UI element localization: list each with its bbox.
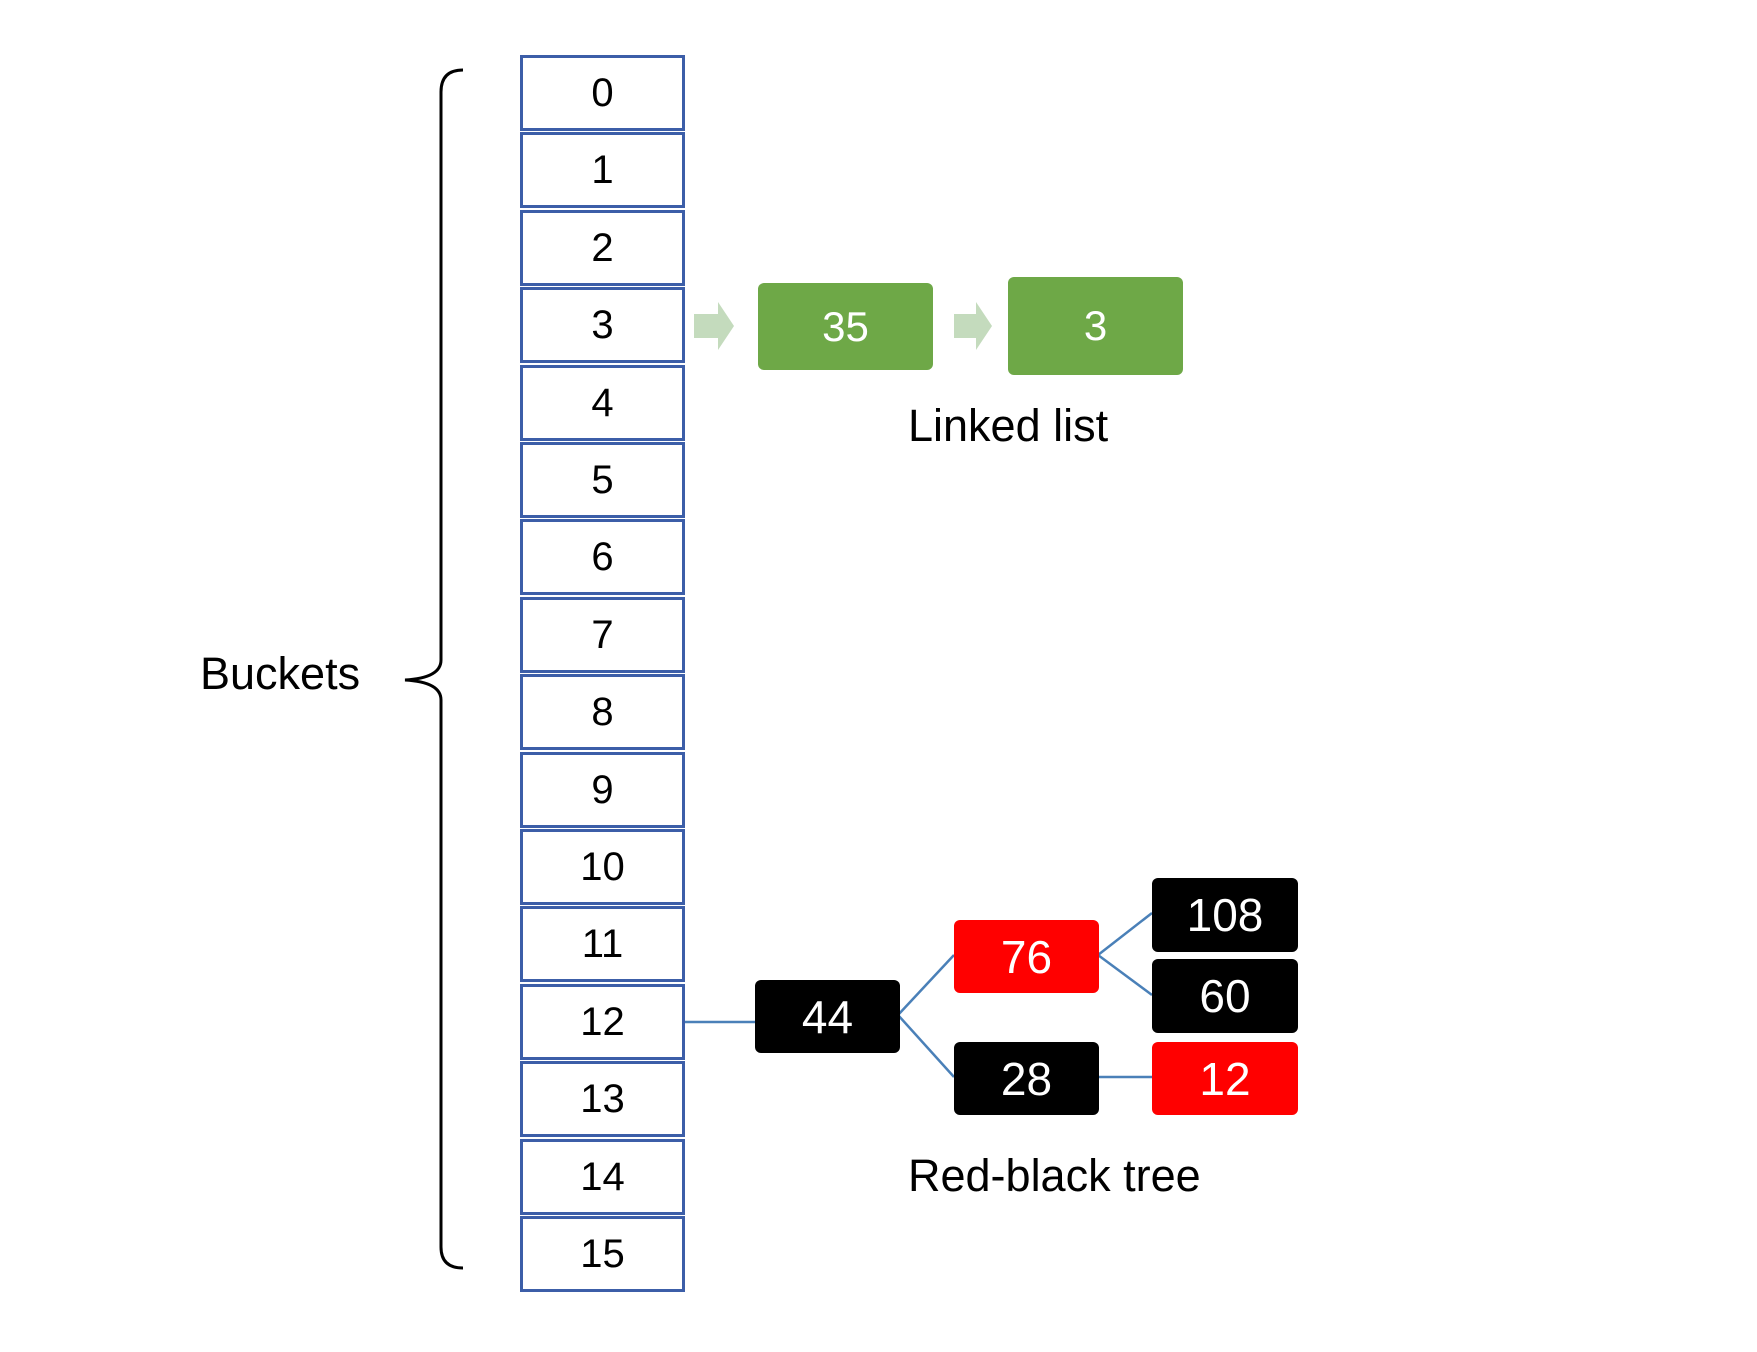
bucket-15: 15 (520, 1216, 685, 1292)
bucket-11: 11 (520, 906, 685, 982)
edge-76-108 (1097, 912, 1153, 956)
arrow-to-node-3 (954, 302, 992, 350)
bucket-4: 4 (520, 365, 685, 441)
edge-44-76 (897, 954, 955, 1016)
bucket-6: 6 (520, 519, 685, 595)
buckets-label: Buckets (200, 648, 361, 699)
tree-node-44: 44 (755, 980, 900, 1053)
buckets-brace (404, 68, 464, 1270)
bucket-5: 5 (520, 442, 685, 518)
edge-44-28 (897, 1014, 955, 1078)
red-black-tree-caption: Red-black tree (908, 1150, 1201, 1201)
bucket-1: 1 (520, 132, 685, 208)
bucket-12: 12 (520, 984, 685, 1060)
bucket-0: 0 (520, 55, 685, 131)
tree-node-76: 76 (954, 920, 1099, 993)
linked-list-node-3: 3 (1008, 277, 1183, 375)
edge-76-60 (1097, 953, 1153, 997)
bucket-10: 10 (520, 829, 685, 905)
linked-list-node-35: 35 (758, 283, 933, 370)
arrow-to-node-35 (694, 302, 734, 350)
tree-node-108: 108 (1152, 878, 1298, 952)
bucket-7: 7 (520, 597, 685, 673)
tree-node-28: 28 (954, 1042, 1099, 1115)
bucket-9: 9 (520, 752, 685, 828)
tree-node-12: 12 (1152, 1042, 1298, 1115)
bucket-8: 8 (520, 674, 685, 750)
bucket-2: 2 (520, 210, 685, 286)
linked-list-caption: Linked list (908, 400, 1109, 451)
bucket-13: 13 (520, 1061, 685, 1137)
bucket-14: 14 (520, 1139, 685, 1215)
tree-node-60: 60 (1152, 959, 1298, 1033)
bucket-3: 3 (520, 287, 685, 363)
